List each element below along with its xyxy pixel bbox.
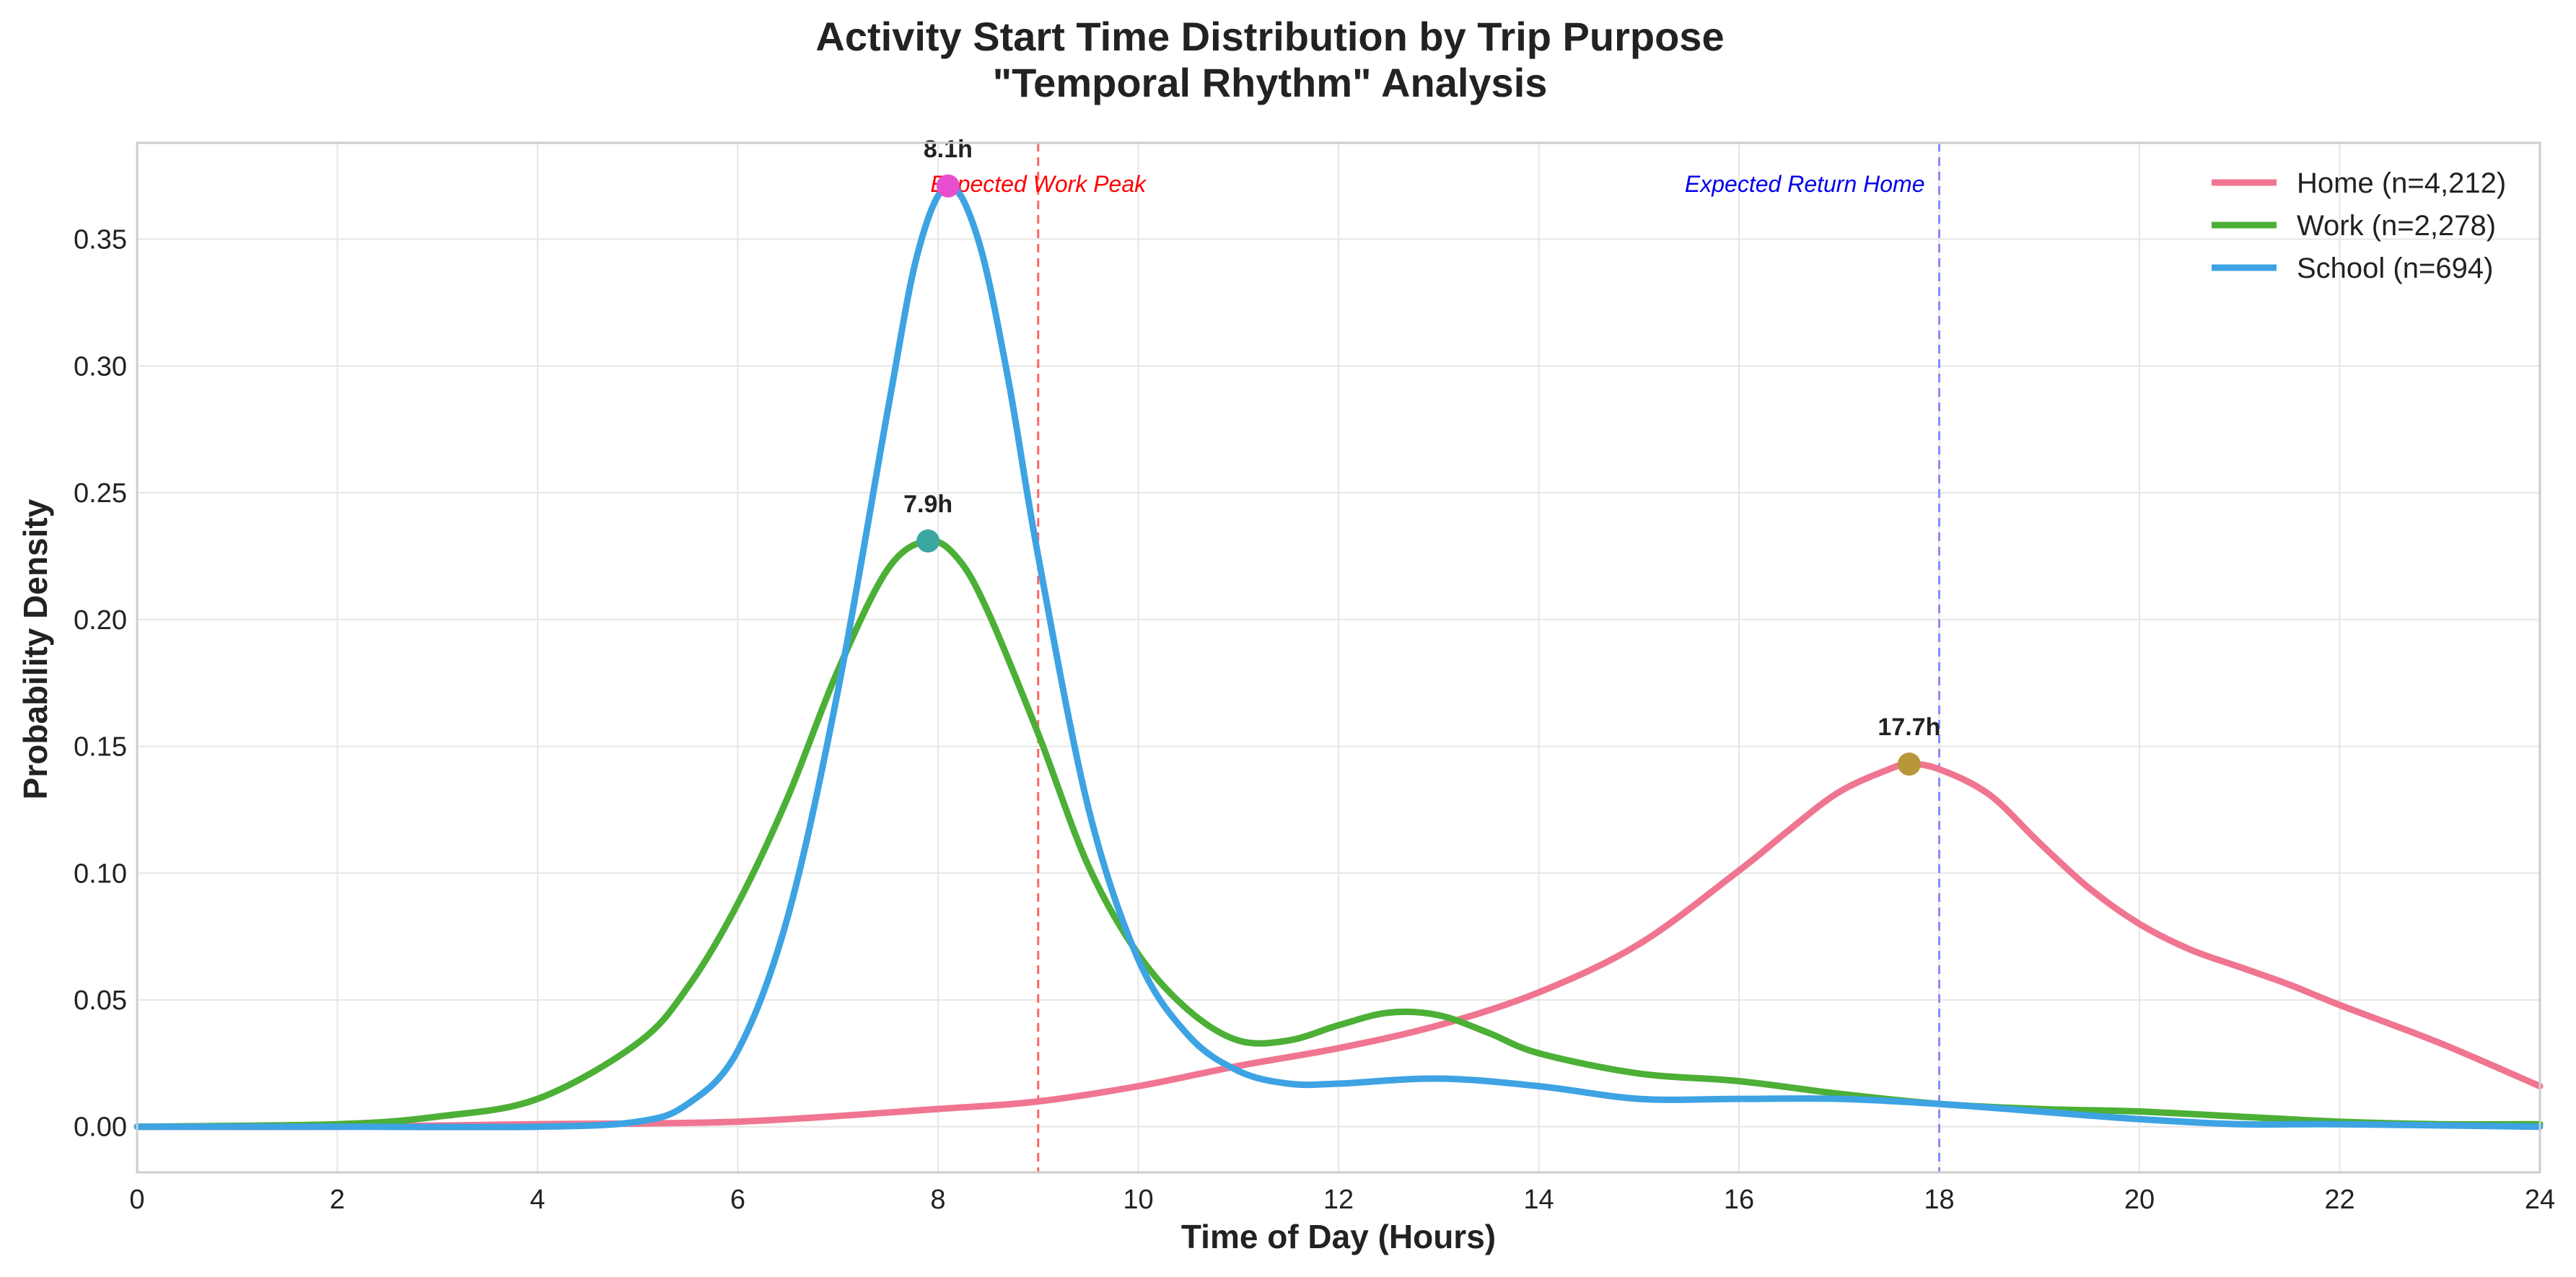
y-axis-ticks: 0.00 0.05 0.10 0.15 0.20 0.25 0.30 0.35: [74, 225, 127, 1143]
x-tick-label: 24: [2525, 1185, 2555, 1215]
peak-markers: 17.7h 7.9h 8.1h: [903, 136, 1940, 776]
y-tick-label: 0.25: [74, 478, 127, 509]
peak-label: 8.1h: [924, 136, 973, 163]
legend-entry: Work (n=2,278): [2297, 210, 2496, 242]
peak-label: 7.9h: [903, 491, 952, 518]
reference-lines: Expected Work Peak Expected Return Home: [930, 143, 1940, 1172]
x-axis-label: Time of Day (Hours): [1181, 1218, 1496, 1255]
x-tick-label: 12: [1323, 1185, 1354, 1215]
plot-frame: [136, 141, 2541, 1174]
x-tick-label: 20: [2124, 1185, 2155, 1215]
reference-line-label: Expected Work Peak: [930, 171, 1147, 197]
x-tick-label: 14: [1523, 1185, 1554, 1215]
peak-marker: [1897, 752, 1921, 776]
peak-marker: [936, 174, 960, 198]
legend: Home (n=4,212) Work (n=2,278) School (n=69…: [2212, 167, 2506, 284]
legend-entry: Home (n=4,212): [2297, 167, 2506, 199]
x-tick-label: 18: [1924, 1185, 1954, 1215]
x-tick-label: 22: [2324, 1185, 2354, 1215]
y-axis-label: Probability Density: [17, 499, 54, 799]
y-tick-label: 0.20: [74, 605, 127, 636]
x-tick-label: 10: [1123, 1185, 1153, 1215]
x-axis-ticks: 0 2 4 6 8 10 12 14 16 18 20 22 24: [129, 1185, 2555, 1215]
grid-lines: [136, 143, 2541, 1172]
y-tick-label: 0.05: [74, 986, 127, 1016]
x-tick-label: 16: [1724, 1185, 1754, 1215]
y-tick-label: 0.35: [74, 225, 127, 255]
peak-marker: [916, 529, 940, 553]
y-tick-label: 0.15: [74, 732, 127, 763]
y-tick-label: 0.30: [74, 351, 127, 382]
x-tick-label: 0: [129, 1185, 144, 1215]
x-tick-label: 2: [330, 1185, 345, 1215]
x-tick-label: 4: [530, 1185, 545, 1215]
x-tick-label: 6: [730, 1185, 745, 1215]
y-tick-label: 0.00: [74, 1113, 127, 1143]
series-line-2: [133, 183, 2544, 1131]
chart-subtitle: "Temporal Rhythm" Analysis: [993, 60, 1548, 105]
reference-line-label: Expected Return Home: [1685, 171, 1925, 197]
series-lines: [133, 183, 2544, 1131]
y-tick-label: 0.10: [74, 859, 127, 889]
x-tick-label: 8: [930, 1185, 945, 1215]
series-line-0: [133, 760, 2544, 1131]
legend-entry: School (n=694): [2297, 253, 2493, 284]
chart-title: Activity Start Time Distribution by Trip…: [815, 14, 1724, 59]
peak-label: 17.7h: [1878, 714, 1940, 741]
